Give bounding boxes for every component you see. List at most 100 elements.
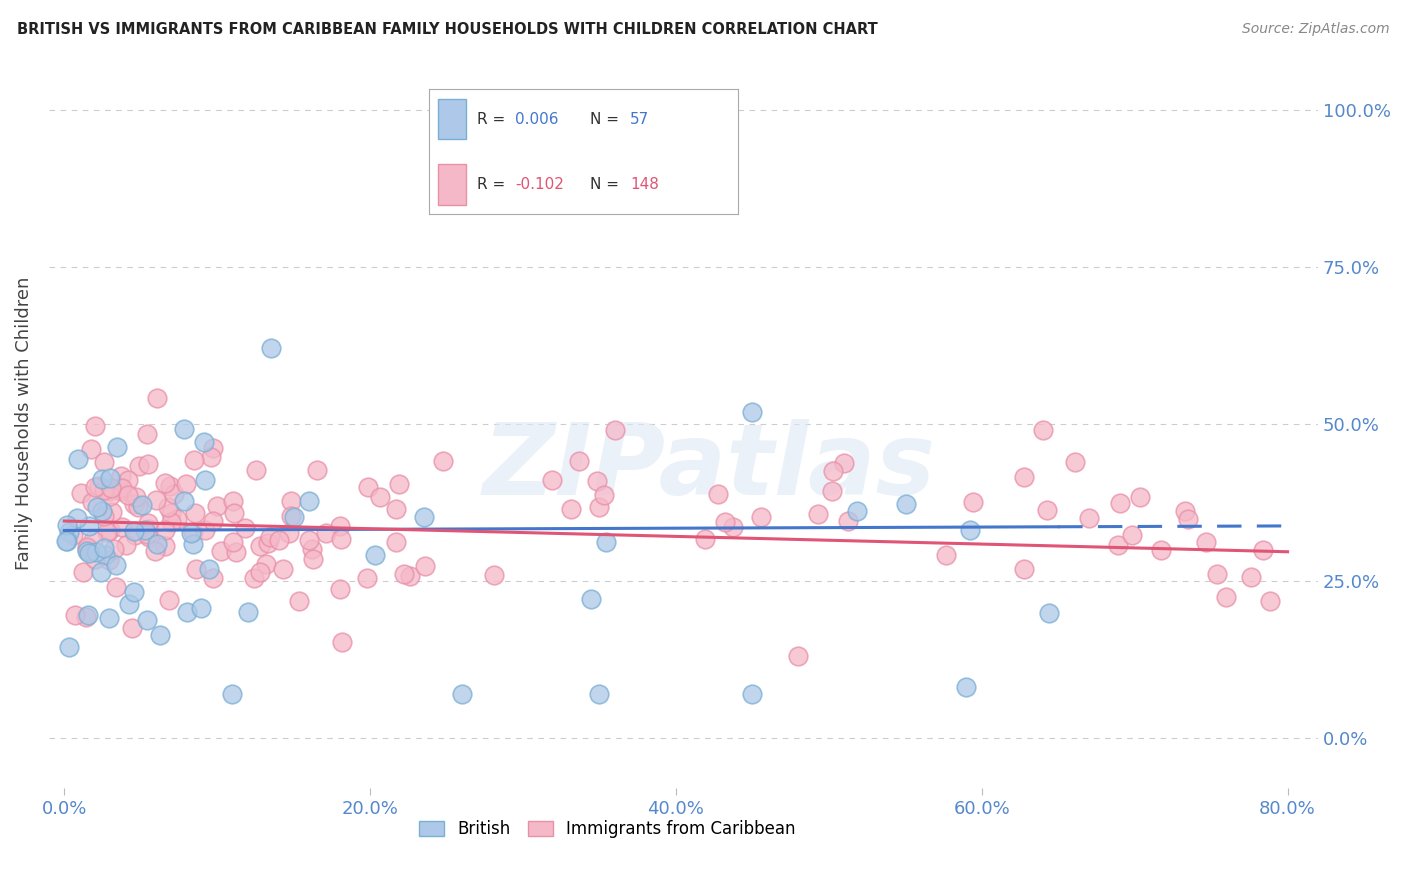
Point — [117, 488, 139, 502]
Point — [1038, 606, 1060, 620]
Point — [166, 512, 188, 526]
Point — [122, 524, 145, 539]
Point — [714, 515, 737, 529]
Point — [155, 476, 177, 491]
Point — [135, 527, 157, 541]
Point — [56, 517, 79, 532]
Point — [894, 497, 917, 511]
Point — [482, 567, 505, 582]
Point — [962, 495, 984, 509]
Point — [1107, 538, 1129, 552]
Point — [93, 483, 115, 497]
Point — [280, 493, 302, 508]
Point — [83, 480, 105, 494]
Point — [135, 426, 157, 441]
Point — [176, 605, 198, 619]
Point — [1108, 496, 1130, 510]
Point — [86, 500, 108, 514]
Point — [236, 605, 259, 619]
Point — [56, 533, 79, 548]
Point — [111, 520, 134, 534]
Point — [1012, 562, 1035, 576]
Text: Source: ZipAtlas.com: Source: ZipAtlas.com — [1241, 22, 1389, 37]
Point — [955, 681, 977, 695]
Text: R =: R = — [477, 112, 505, 127]
Point — [121, 621, 143, 635]
Point — [1012, 470, 1035, 484]
Point — [90, 472, 112, 486]
Point — [832, 457, 855, 471]
Point — [392, 566, 415, 581]
Point — [1177, 512, 1199, 526]
Point — [586, 474, 609, 488]
Point — [399, 569, 422, 583]
Point — [55, 534, 77, 549]
Text: N =: N = — [589, 178, 619, 193]
Point — [209, 543, 232, 558]
Point — [180, 526, 202, 541]
Point — [70, 486, 93, 500]
Text: ZIPatlas: ZIPatlas — [482, 419, 935, 516]
Point — [77, 546, 100, 560]
Point — [741, 687, 763, 701]
Point — [1129, 490, 1152, 504]
Point — [101, 505, 124, 519]
Text: BRITISH VS IMMIGRANTS FROM CARIBBEAN FAMILY HOUSEHOLDS WITH CHILDREN CORRELATION: BRITISH VS IMMIGRANTS FROM CARIBBEAN FAM… — [17, 22, 877, 37]
Point — [450, 687, 472, 701]
Point — [560, 502, 582, 516]
Point — [283, 510, 305, 524]
Point — [159, 516, 181, 530]
Point — [122, 585, 145, 599]
Point — [1205, 567, 1227, 582]
Point — [568, 454, 591, 468]
Point — [302, 552, 325, 566]
Point — [190, 600, 212, 615]
Point — [157, 592, 180, 607]
Point — [693, 533, 716, 547]
Point — [356, 571, 378, 585]
Point — [741, 405, 763, 419]
Point — [280, 509, 302, 524]
Point — [134, 523, 156, 537]
Point — [1258, 593, 1281, 607]
Point — [76, 544, 98, 558]
Point — [202, 514, 225, 528]
Point — [593, 488, 616, 502]
Point — [128, 458, 150, 473]
Point — [787, 648, 810, 663]
Point — [111, 481, 134, 495]
Point — [159, 479, 181, 493]
Point — [76, 540, 98, 554]
Point — [118, 598, 141, 612]
Point — [221, 494, 243, 508]
Point — [267, 533, 290, 547]
Point — [200, 450, 222, 464]
Point — [329, 519, 352, 533]
Point — [330, 635, 353, 649]
Point — [595, 535, 617, 549]
Point — [329, 532, 352, 546]
Point — [225, 545, 247, 559]
Point — [98, 471, 121, 485]
Point — [298, 494, 321, 508]
Point — [821, 483, 844, 498]
Point — [194, 473, 217, 487]
Point — [184, 562, 207, 576]
Point — [163, 487, 186, 501]
Point — [155, 540, 177, 554]
Point — [84, 419, 107, 434]
Point — [1174, 504, 1197, 518]
Point — [122, 497, 145, 511]
Point — [124, 528, 146, 542]
Point — [136, 516, 159, 530]
Point — [1121, 527, 1143, 541]
FancyBboxPatch shape — [439, 164, 465, 205]
Point — [1063, 455, 1085, 469]
Point — [384, 535, 406, 549]
Point — [104, 580, 127, 594]
Point — [157, 500, 180, 515]
Point — [58, 640, 80, 655]
Point — [83, 552, 105, 566]
Text: 148: 148 — [630, 178, 659, 193]
Point — [846, 503, 869, 517]
